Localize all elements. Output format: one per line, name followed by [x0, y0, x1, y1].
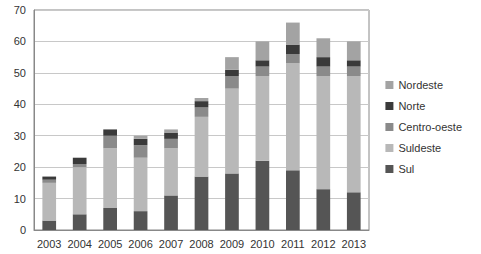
svg-text:30: 30: [14, 130, 26, 142]
svg-text:50: 50: [14, 67, 26, 79]
svg-text:2012: 2012: [311, 238, 335, 250]
svg-text:2010: 2010: [250, 238, 274, 250]
svg-text:Norte: Norte: [398, 100, 425, 112]
svg-text:40: 40: [14, 98, 26, 110]
svg-text:2007: 2007: [159, 238, 183, 250]
svg-text:2004: 2004: [67, 238, 91, 250]
svg-text:Sul: Sul: [398, 163, 414, 175]
svg-text:0: 0: [20, 224, 26, 236]
svg-text:2006: 2006: [128, 238, 152, 250]
svg-text:Suldeste: Suldeste: [398, 142, 441, 154]
svg-text:2009: 2009: [220, 238, 244, 250]
svg-text:2011: 2011: [281, 238, 305, 250]
svg-text:2005: 2005: [98, 238, 122, 250]
svg-text:2008: 2008: [189, 238, 213, 250]
svg-text:Nordeste: Nordeste: [398, 79, 443, 91]
svg-text:70: 70: [14, 4, 26, 16]
svg-text:20: 20: [14, 161, 26, 173]
svg-text:Centro-oeste: Centro-oeste: [398, 121, 462, 133]
svg-text:2013: 2013: [342, 238, 366, 250]
svg-text:2003: 2003: [37, 238, 61, 250]
svg-text:10: 10: [14, 193, 26, 205]
svg-text:60: 60: [14, 35, 26, 47]
